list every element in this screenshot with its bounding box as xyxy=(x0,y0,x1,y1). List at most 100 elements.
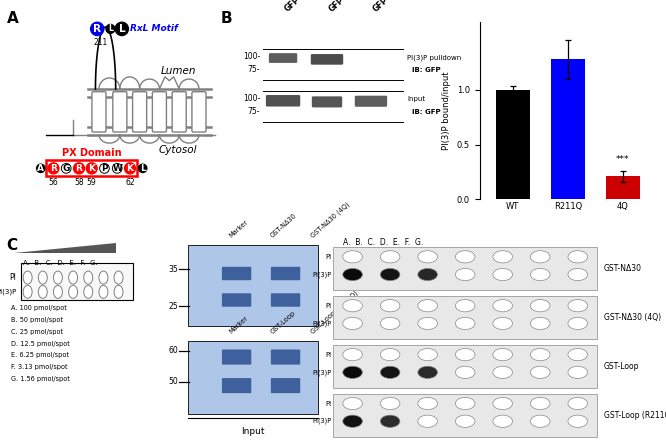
Circle shape xyxy=(343,349,362,361)
Text: PI: PI xyxy=(325,400,332,407)
Circle shape xyxy=(568,317,587,330)
Text: PI(3)P pulldown: PI(3)P pulldown xyxy=(407,54,461,61)
Text: IB: GFP: IB: GFP xyxy=(407,67,440,73)
Circle shape xyxy=(418,251,438,263)
Circle shape xyxy=(343,299,362,312)
Bar xyxy=(551,59,585,199)
Circle shape xyxy=(493,415,513,427)
Circle shape xyxy=(418,366,438,378)
Text: L: L xyxy=(108,24,113,33)
Text: Marker: Marker xyxy=(228,315,250,334)
Circle shape xyxy=(530,251,550,263)
Circle shape xyxy=(343,268,362,281)
Text: Marker: Marker xyxy=(228,219,250,239)
Bar xyxy=(333,345,597,388)
Text: R: R xyxy=(75,164,83,173)
FancyBboxPatch shape xyxy=(222,350,251,365)
Circle shape xyxy=(456,349,475,361)
Circle shape xyxy=(456,299,475,312)
Text: A.  B.  C.  D.  E.  F.  G.: A. B. C. D. E. F. G. xyxy=(23,260,98,266)
Text: 50: 50 xyxy=(168,377,178,386)
FancyBboxPatch shape xyxy=(113,92,127,132)
Circle shape xyxy=(568,349,587,361)
Text: K: K xyxy=(88,164,95,173)
FancyBboxPatch shape xyxy=(192,92,206,132)
Text: E. 6.25 pmol/spot: E. 6.25 pmol/spot xyxy=(11,352,69,358)
Text: 56: 56 xyxy=(49,178,59,187)
Circle shape xyxy=(73,162,85,175)
Text: 75-: 75- xyxy=(248,65,260,74)
Circle shape xyxy=(91,22,104,35)
Circle shape xyxy=(53,285,63,299)
Circle shape xyxy=(380,251,400,263)
FancyBboxPatch shape xyxy=(271,350,300,365)
FancyBboxPatch shape xyxy=(271,267,300,280)
Text: B. 50 pmol/spot: B. 50 pmol/spot xyxy=(11,317,63,323)
FancyBboxPatch shape xyxy=(311,54,343,65)
Circle shape xyxy=(530,366,550,378)
Circle shape xyxy=(418,299,438,312)
Circle shape xyxy=(418,317,438,330)
Text: 59: 59 xyxy=(87,178,97,187)
Bar xyxy=(333,247,597,290)
Circle shape xyxy=(106,24,115,33)
Circle shape xyxy=(380,366,400,378)
Text: G. 1.56 pmol/spot: G. 1.56 pmol/spot xyxy=(11,376,70,382)
Bar xyxy=(606,176,640,199)
Circle shape xyxy=(530,397,550,410)
Text: A: A xyxy=(37,164,44,173)
Circle shape xyxy=(61,163,71,173)
Circle shape xyxy=(493,366,513,378)
Text: C: C xyxy=(7,238,18,253)
FancyBboxPatch shape xyxy=(172,92,186,132)
Text: A. 100 pmol/spot: A. 100 pmol/spot xyxy=(11,305,67,311)
Circle shape xyxy=(343,366,362,378)
Bar xyxy=(333,394,597,436)
Text: 75-: 75- xyxy=(248,107,260,117)
Text: L: L xyxy=(119,24,125,34)
FancyBboxPatch shape xyxy=(266,95,300,107)
Circle shape xyxy=(23,285,32,299)
Text: GST-NΔ30 (4Q): GST-NΔ30 (4Q) xyxy=(604,313,661,322)
Circle shape xyxy=(84,285,93,299)
Circle shape xyxy=(456,317,475,330)
Circle shape xyxy=(418,415,438,427)
FancyBboxPatch shape xyxy=(355,96,387,107)
Text: IB: GFP: IB: GFP xyxy=(407,109,440,115)
Bar xyxy=(188,341,318,414)
Circle shape xyxy=(568,366,587,378)
Text: RxL Motif: RxL Motif xyxy=(130,24,178,33)
Circle shape xyxy=(530,317,550,330)
Circle shape xyxy=(343,317,362,330)
Circle shape xyxy=(343,397,362,410)
Text: R: R xyxy=(93,24,101,34)
FancyBboxPatch shape xyxy=(312,97,342,108)
FancyBboxPatch shape xyxy=(271,378,300,393)
Circle shape xyxy=(456,366,475,378)
Text: 100-: 100- xyxy=(243,52,260,61)
Circle shape xyxy=(114,271,123,284)
Text: PI(3)P: PI(3)P xyxy=(312,320,332,326)
Text: 25: 25 xyxy=(168,302,178,311)
Circle shape xyxy=(138,163,148,173)
FancyBboxPatch shape xyxy=(222,293,251,307)
Text: PI: PI xyxy=(9,273,17,282)
Text: R: R xyxy=(50,164,57,173)
Text: 62: 62 xyxy=(125,178,135,187)
Bar xyxy=(496,90,529,199)
Circle shape xyxy=(99,271,108,284)
Bar xyxy=(188,245,318,326)
Circle shape xyxy=(84,271,93,284)
Text: PI: PI xyxy=(325,303,332,309)
Circle shape xyxy=(380,317,400,330)
Text: PI: PI xyxy=(325,254,332,260)
Circle shape xyxy=(568,251,587,263)
Circle shape xyxy=(418,349,438,361)
Text: C. 25 pmol/spot: C. 25 pmol/spot xyxy=(11,329,63,335)
Text: GFP-WT: GFP-WT xyxy=(283,0,314,13)
Circle shape xyxy=(493,397,513,410)
Circle shape xyxy=(380,349,400,361)
Circle shape xyxy=(530,268,550,281)
Text: PX Domain: PX Domain xyxy=(62,148,121,159)
Text: A.  B.  C.  D.  E.  F.  G.: A. B. C. D. E. F. G. xyxy=(343,238,423,247)
